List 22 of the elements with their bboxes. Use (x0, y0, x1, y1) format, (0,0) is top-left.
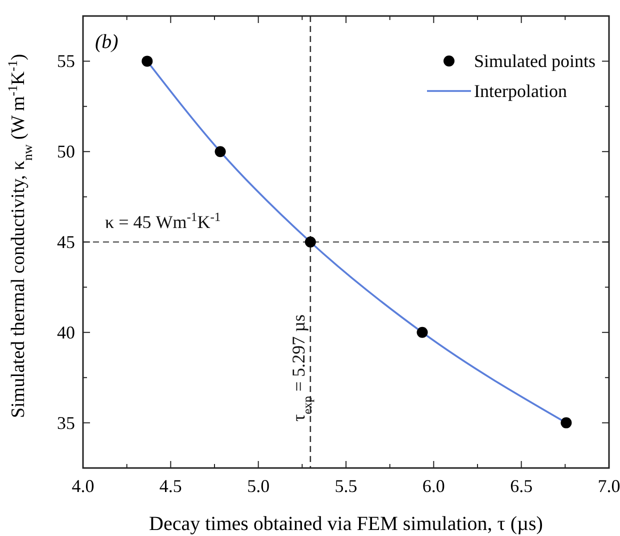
ref-line-label: κ = 45 Wm$^{-1}$K$^{-1}$ (105, 210, 221, 232)
y-tick-label: 50 (57, 142, 75, 162)
point (304, 236, 316, 248)
x-tick-label: 5.0 (247, 476, 270, 496)
x-tick-label: 6.5 (510, 476, 533, 496)
x-axis-title: Decay times obtained via FEM simulation, τ (µs) (149, 513, 543, 535)
point (142, 56, 153, 67)
y-tick-label: 45 (57, 232, 75, 252)
y-tick-label: 55 (57, 51, 75, 72)
point (560, 417, 572, 428)
x-tick-label: 6.0 (422, 476, 445, 496)
x-tick-label: 5.5 (334, 476, 358, 496)
point (214, 146, 226, 158)
y-tick-label: 40 (57, 322, 75, 342)
y-tick-label: 35 (57, 412, 75, 433)
point (416, 326, 428, 338)
x-tick-label: 7.0 (598, 476, 620, 496)
annotation: (b) (95, 31, 119, 53)
x-tick-label: 4.5 (159, 476, 182, 496)
legend-label: Interpolation (474, 81, 567, 101)
x-tick-label: 4.0 (72, 476, 94, 496)
legend-label: Simulated points (474, 51, 596, 71)
